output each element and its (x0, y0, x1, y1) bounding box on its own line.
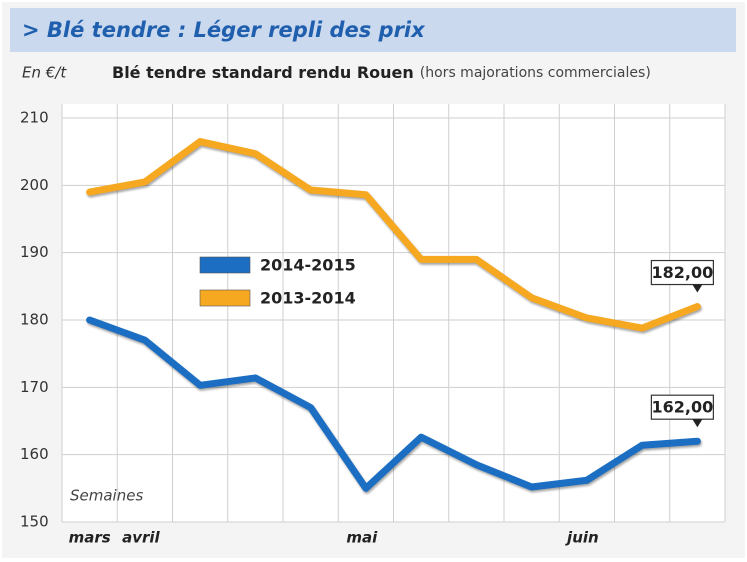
y-tick-label: 170 (20, 378, 49, 396)
x-axis-label: Semaines (70, 487, 143, 505)
series-line (86, 316, 701, 492)
y-tick-label: 160 (20, 445, 49, 463)
y-tick-label: 190 (20, 243, 49, 261)
y-tick-label: 200 (20, 176, 49, 194)
x-tick-label: avril (122, 529, 160, 547)
chart-title: > Blé tendre : Léger repli des prix (22, 18, 426, 42)
x-tick-label: juin (565, 529, 599, 547)
x-tick-label: mai (346, 529, 378, 547)
callout-box (650, 394, 714, 420)
subtitle: Blé tendre standard rendu Rouen (hors maj… (112, 63, 651, 82)
callout-pointer (692, 284, 703, 293)
value-label: 182,00 (652, 263, 714, 282)
header-band (10, 8, 736, 52)
legend-label: 2013-2014 (260, 289, 356, 308)
series-line (86, 138, 701, 332)
x-tick-label: mars (69, 529, 111, 547)
legend-label: 2014-2015 (260, 256, 356, 275)
y-tick-label: 150 (20, 513, 49, 531)
subtitle-note: (hors majorations commerciales) (420, 65, 651, 81)
subtitle-main: Blé tendre standard rendu Rouen (112, 63, 414, 82)
callout-box (650, 259, 714, 286)
value-label: 162,00 (652, 398, 714, 417)
y-tick-label: 180 (20, 311, 49, 329)
unit-label: En €/t (22, 64, 67, 82)
y-tick-label: 210 (20, 109, 49, 127)
legend-swatch (199, 289, 251, 307)
legend-swatch (199, 256, 251, 274)
callout-pointer (692, 419, 703, 428)
